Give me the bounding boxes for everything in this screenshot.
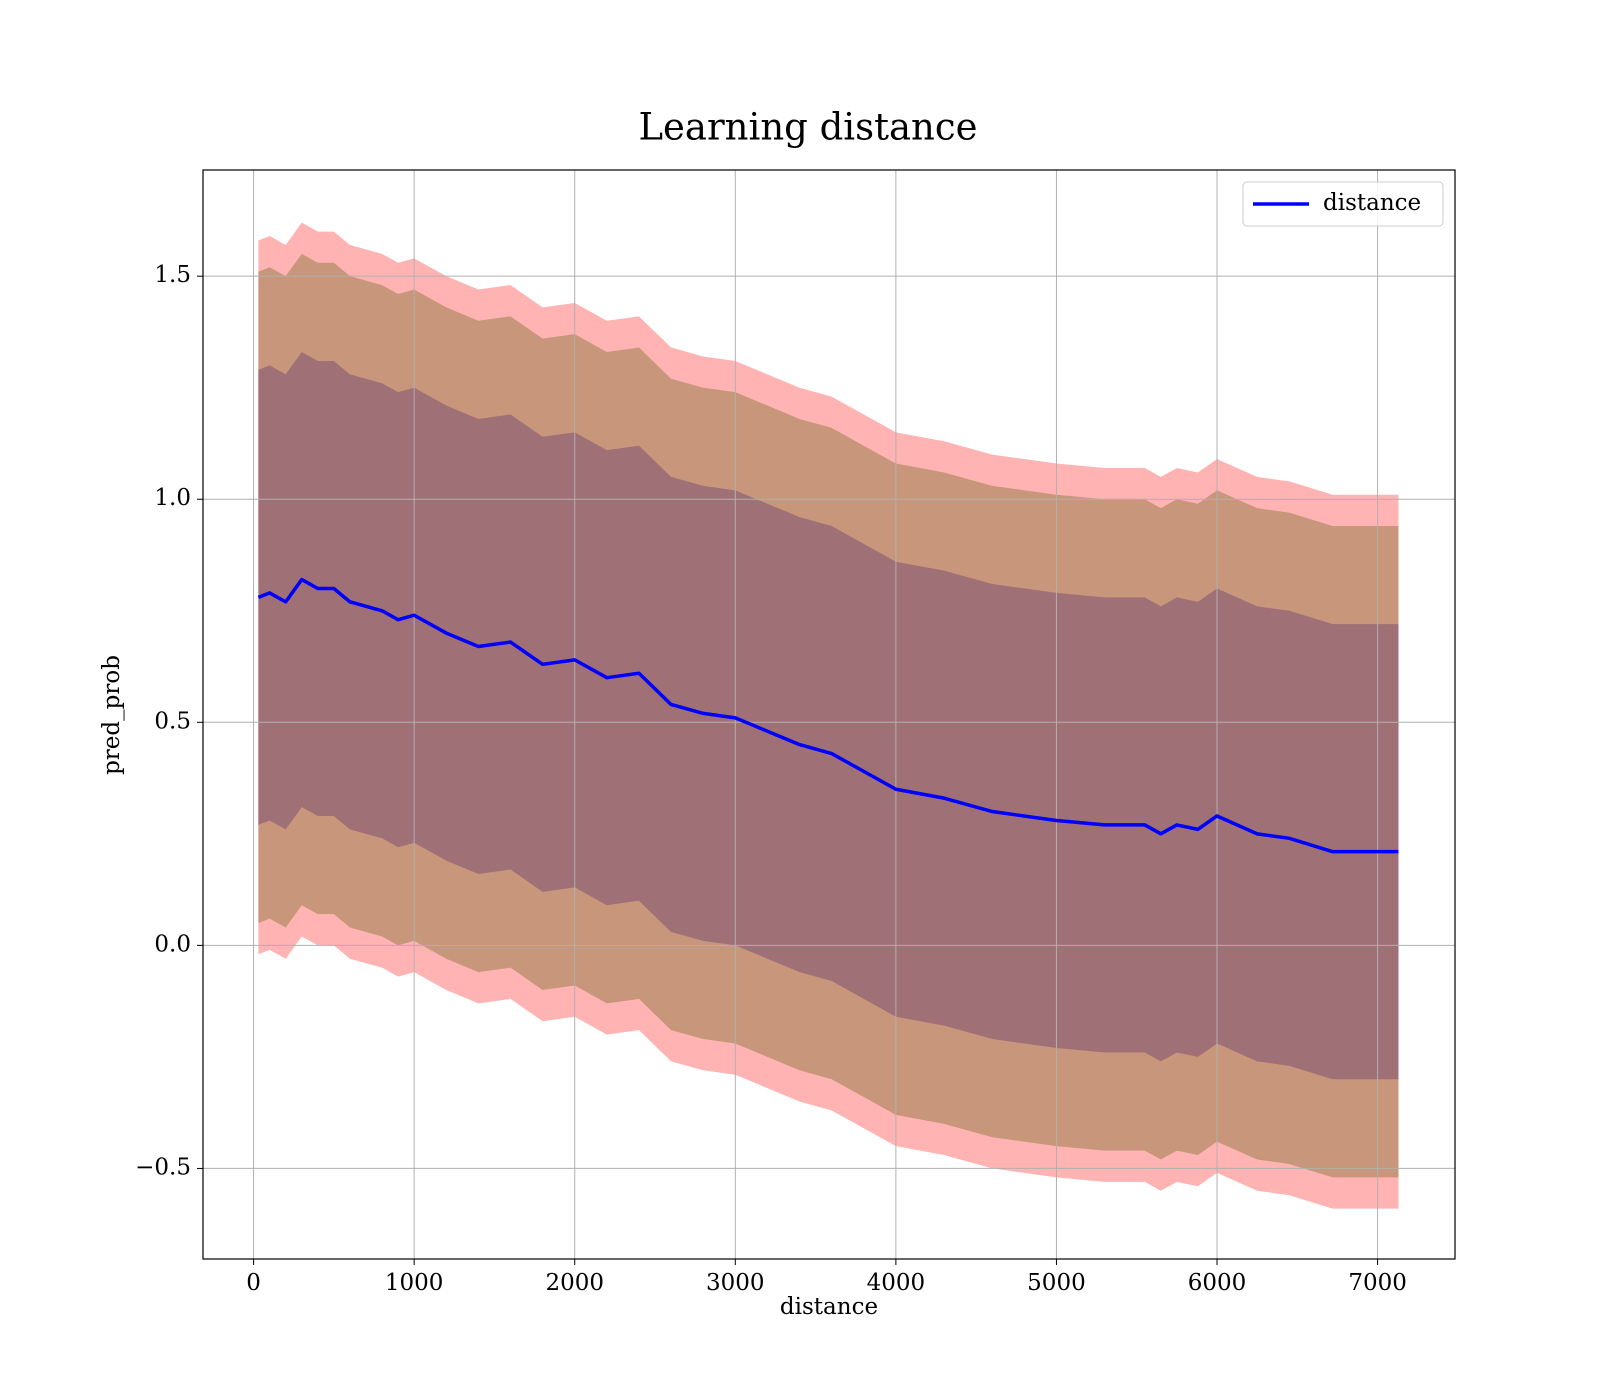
x-axis-label: distance	[780, 1294, 878, 1320]
plot-frame	[202, 169, 1456, 1260]
legend-box	[1242, 181, 1444, 227]
y-axis-label: pred_prob	[99, 655, 125, 775]
y-tick-label: 1.0	[154, 485, 191, 511]
y-tick-label: 1.5	[154, 262, 191, 288]
y-tick-label: 0.5	[154, 708, 191, 734]
x-tick-label: 1000	[385, 1270, 444, 1296]
band	[258, 352, 1399, 1080]
x-tick-label: 6000	[1188, 1270, 1247, 1296]
x-tick-label: 3000	[706, 1270, 765, 1296]
x-tick-label: 2000	[545, 1270, 604, 1296]
x-tick-label: 7000	[1348, 1270, 1407, 1296]
y-tick-label: −0.5	[135, 1154, 191, 1180]
chart-title: Learning distance	[638, 106, 977, 149]
x-tick-label: 5000	[1027, 1270, 1086, 1296]
y-tick-label: 0.0	[154, 931, 191, 957]
legend-label: distance	[1323, 190, 1421, 216]
x-tick-label: 0	[246, 1270, 261, 1296]
x-tick-label: 4000	[867, 1270, 926, 1296]
series-line	[257, 577, 1399, 854]
